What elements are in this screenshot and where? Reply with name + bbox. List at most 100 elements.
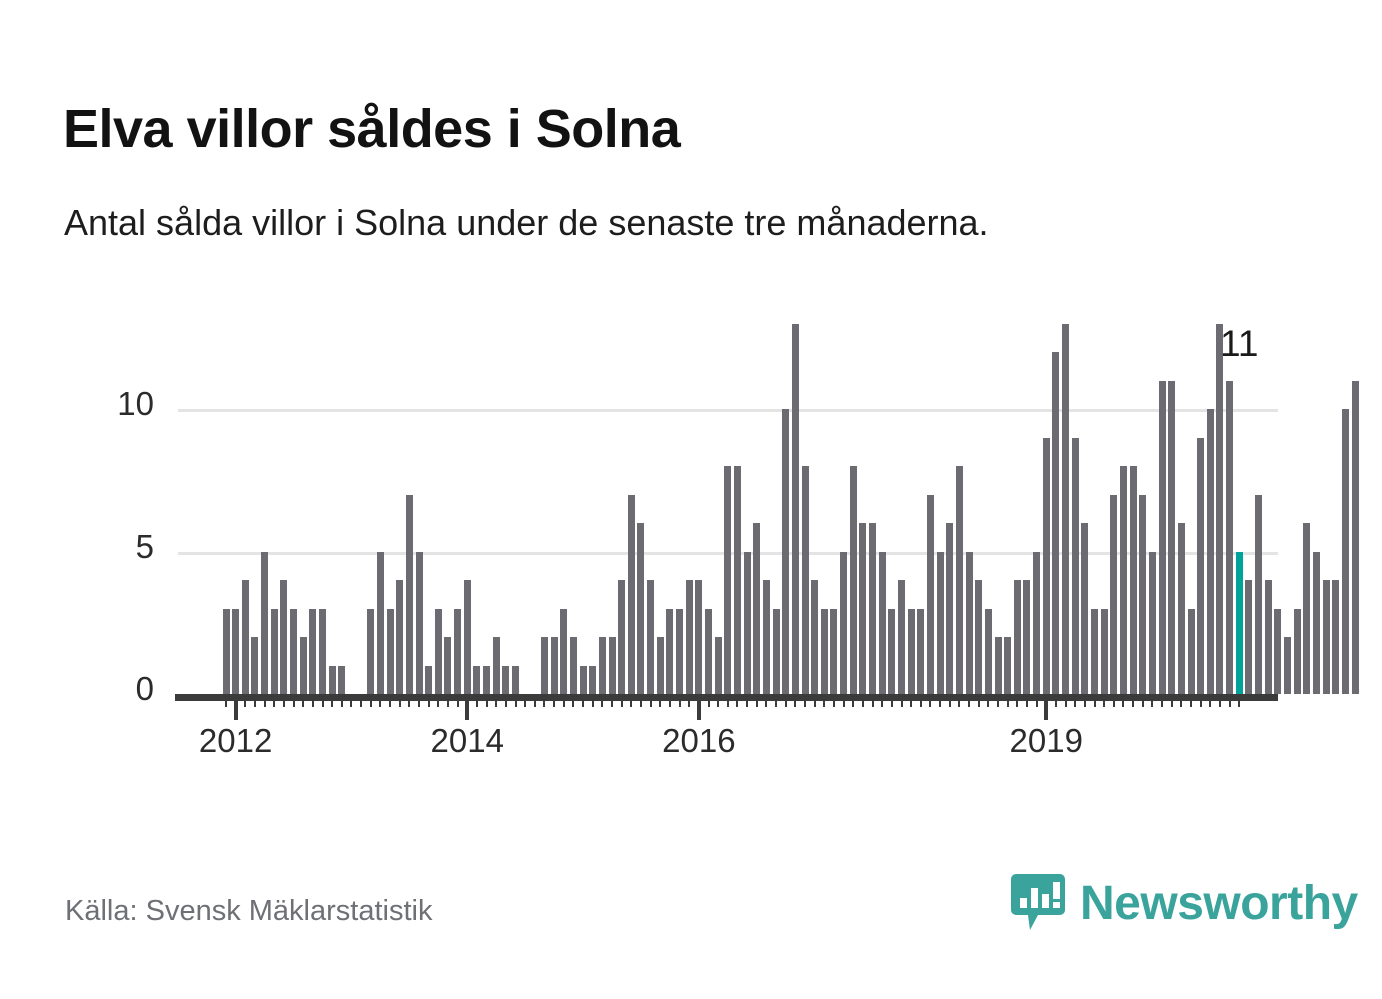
x-minor-tick [1132,701,1135,707]
bar [1255,494,1263,694]
bar [319,608,326,694]
x-tick-label-2016: 2016 [662,722,736,759]
x-minor-tick [881,701,884,707]
bar [1013,580,1021,694]
bar [454,608,462,694]
x-minor-tick [707,701,710,707]
x-minor-tick [408,701,411,707]
bar [782,409,790,694]
bar [733,466,741,694]
x-minor-tick [630,701,633,707]
x-minor-tick [263,701,266,707]
y-tick-label-10: 10 [117,385,154,422]
x-minor-tick [726,701,729,707]
bar [1197,437,1205,694]
bar [1187,608,1195,694]
x-minor-tick [678,701,681,707]
bar [1110,494,1118,694]
x-minor-tick [282,701,285,707]
x-minor-tick [1190,701,1192,707]
bar [608,637,616,694]
bar [1274,608,1282,694]
bar [1293,608,1301,694]
x-minor-tick [321,701,324,707]
gridline-10 [178,409,1278,412]
x-minor-tick [1054,701,1057,707]
bar [232,608,240,694]
bar [425,665,433,694]
x-minor-tick [360,701,363,707]
bar [1004,637,1012,694]
bar [975,580,983,694]
x-minor-tick [591,701,594,707]
source-note: Källa: Svensk Mäklarstatistik [65,895,433,927]
bar [396,580,404,694]
bar [222,608,230,694]
x-minor-tick [253,701,256,707]
y-tick-label-0: 0 [135,670,154,707]
x-tick-label-2014: 2014 [430,722,504,759]
x-minor-tick [1218,701,1221,707]
x-minor-tick [842,701,845,707]
bar [386,608,394,694]
bar [434,608,442,694]
x-minor-tick [755,701,758,707]
x-minor-tick [1112,701,1115,707]
bar [1351,380,1359,694]
bar [1100,608,1108,694]
bar [1168,380,1176,694]
x-minor-tick [813,701,816,707]
bar [955,466,963,694]
bar [415,551,423,694]
x-minor-tick [389,701,392,707]
x-minor-tick [746,701,749,707]
bar [1081,523,1089,694]
x-minor-tick [311,701,314,707]
x-tick-mark-2016 [696,701,701,720]
x-minor-tick [582,701,585,707]
x-minor-tick [1083,701,1086,707]
bar [869,523,877,694]
bar [936,551,944,694]
x-minor-tick [273,701,276,707]
bar [299,637,307,694]
x-tick-mark-2014 [465,701,470,720]
bar [984,608,992,694]
highlight-value-label: 11 [1220,322,1259,364]
bar [705,608,712,694]
x-minor-tick [331,701,334,707]
x-minor-tick [919,701,922,707]
bar [1332,580,1340,694]
bar [512,665,519,694]
bar [724,466,732,694]
x-minor-tick [485,701,488,707]
x-minor-tick [958,701,961,707]
x-minor-tick [475,701,478,707]
x-minor-tick [553,701,556,707]
x-minor-tick [398,701,401,707]
bar [1119,466,1127,694]
bar [1312,551,1320,694]
bar [685,580,693,694]
x-minor-tick [456,701,459,707]
bar [695,580,703,694]
x-minor-tick [910,701,913,707]
x-minor-tick [504,701,507,707]
x-minor-tick [823,701,826,707]
x-axis-line [175,694,1278,701]
x-minor-tick [1016,701,1019,707]
bar [898,580,905,694]
bar [1129,466,1137,694]
x-minor-tick [987,701,990,707]
bar [666,608,674,694]
x-minor-tick [1199,701,1202,707]
x-minor-tick [350,701,353,707]
x-minor-tick [1035,701,1038,707]
newsworthy-logo-text: Newsworthy [1080,876,1358,930]
x-minor-tick [1025,701,1028,707]
bar [676,608,684,694]
bar [907,608,915,694]
x-minor-tick [639,701,642,707]
